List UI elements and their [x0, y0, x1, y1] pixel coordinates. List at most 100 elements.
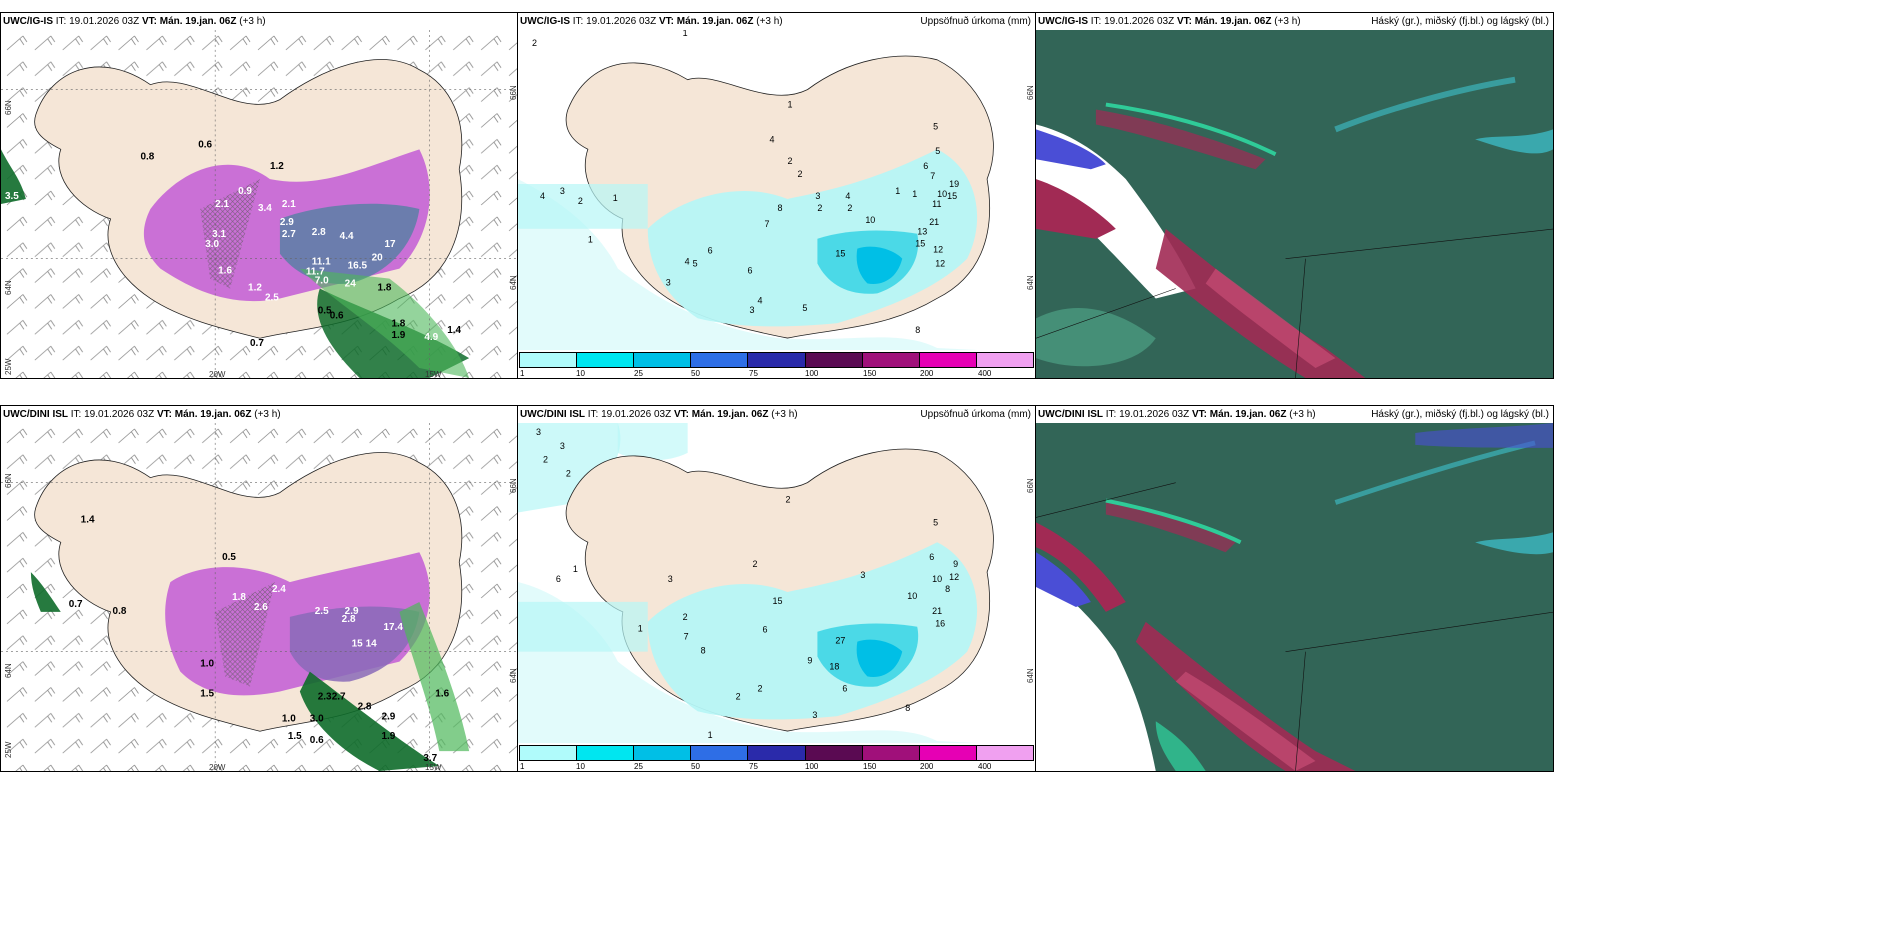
precip-map: 3 3 2 2 1 6 1 2 3 2 8 7 9 6 15 27 18 10 … [518, 423, 1035, 743]
value-label: 3.0 [310, 713, 324, 724]
value-label: 3.0 [205, 239, 219, 250]
lon-label: 20W [209, 763, 226, 772]
value-label: 2.1 [282, 199, 296, 210]
lead-time: (+3 h) [254, 409, 281, 420]
legend-cell [919, 746, 977, 760]
wind-precip-map: 1.4 0.5 1.8 2.6 2.4 2.5 2.9 2.8 1.0 1.5 … [1, 423, 517, 771]
value-label: 2.5 [265, 292, 279, 303]
lead-time: (+3 h) [771, 409, 798, 420]
value-label: 27 [835, 636, 845, 646]
vt-label: VT: [1191, 409, 1207, 420]
value-label: 17.4 [384, 622, 404, 633]
wind-precip-map: 0.6 0.8 1.2 2.1 3.4 2.1 0.9 3.1 3.0 2.9 … [1, 30, 517, 378]
legend-cell [919, 353, 977, 367]
value-label: 3 [750, 305, 755, 315]
value-label: 1 [613, 193, 618, 203]
value-label: 2.1 [215, 199, 229, 210]
value-label: 1.6 [218, 266, 232, 277]
value-label: 9 [953, 559, 958, 569]
vt-label: VT: [1176, 16, 1192, 27]
lat-label: 66N [4, 473, 13, 488]
value-label: 1 [638, 624, 643, 634]
value-label: 5 [933, 121, 938, 131]
map-canvas [1036, 30, 1553, 378]
value-label: 1.4 [81, 514, 95, 525]
legend-tick: 1 [520, 762, 525, 771]
panel-r2c1: UWC/DINI ISL IT: 19.01.2026 03Z VT: Mán.… [0, 405, 518, 772]
it-label: IT: [55, 16, 67, 27]
value-label: 3.4 [258, 203, 272, 214]
panel-header: UWC/IG-IS IT: 19.01.2026 03Z VT: Mán. 19… [520, 16, 783, 27]
value-label: 7 [930, 171, 935, 181]
legend-tick: 200 [920, 369, 934, 378]
value-label: 2.8 [342, 614, 356, 625]
legend-cell [691, 746, 749, 760]
it-value: 19.01.2026 03Z [1104, 16, 1175, 27]
value-label: 1.2 [248, 283, 262, 294]
lead-time: (+3 h) [1274, 16, 1301, 27]
legend-cell [691, 353, 749, 367]
value-label: 2.3 [318, 691, 332, 702]
vt-label: VT: [156, 409, 172, 420]
value-label: 0.7 [250, 338, 264, 349]
value-label: 2 [578, 196, 583, 206]
value-label: 1.4 [447, 325, 461, 336]
legend-cell [634, 353, 692, 367]
legend-cell [748, 353, 806, 367]
legend-cell [577, 746, 635, 760]
lat-label: 66N [4, 100, 13, 115]
lon-label: 25W [4, 358, 13, 375]
it-label: IT: [1105, 409, 1117, 420]
legend-cell [805, 353, 863, 367]
value-label: 0.9 [238, 186, 252, 197]
value-label: 11.1 [312, 257, 331, 268]
value-label: 3 [860, 570, 865, 580]
cloud-map [1036, 423, 1553, 771]
value-label: 1 [895, 186, 900, 196]
value-label: 1.0 [200, 659, 214, 670]
value-label: 0.6 [198, 139, 212, 150]
panel-r1c1: UWC/IG-IS IT: 19.01.2026 03Z VT: Mán. 19… [0, 12, 518, 379]
panel-header: UWC/DINI ISL IT: 19.01.2026 03Z VT: Mán.… [520, 409, 798, 420]
legend-tick: 75 [749, 762, 758, 771]
precip-legend: 1 10 25 50 75 100 150 200 400 [518, 743, 1035, 771]
value-label: 6 [842, 683, 847, 693]
value-label: 0.7 [69, 599, 83, 610]
lead-time: (+3 h) [1289, 409, 1316, 420]
legend-cell [976, 353, 1033, 367]
map-canvas: 1.4 0.5 1.8 2.6 2.4 2.5 2.9 2.8 1.0 1.5 … [1, 423, 517, 771]
vt-label: VT: [658, 16, 674, 27]
model-label: UWC/DINI ISL [3, 409, 68, 420]
value-label: 2.6 [254, 602, 268, 613]
map-canvas: 3 3 2 2 1 6 1 2 3 2 8 7 9 6 15 27 18 10 … [518, 423, 1035, 743]
value-label: 1.6 [435, 688, 449, 699]
lat-label: 66N [1026, 85, 1035, 100]
legend-cell [577, 353, 635, 367]
value-label: 13 [917, 227, 927, 237]
value-label: 2 [785, 495, 790, 505]
panel-header: UWC/DINI ISL IT: 19.01.2026 03Z VT: Mán.… [1038, 409, 1316, 420]
value-label: 1.8 [232, 592, 246, 603]
value-label: 4.4 [340, 231, 354, 242]
value-label: 8 [915, 325, 920, 335]
it-value: 19.01.2026 03Z [69, 16, 140, 27]
lon-label: 15W [425, 370, 442, 379]
value-label: 11.7 [306, 267, 325, 278]
value-label: 16.5 [348, 261, 368, 272]
value-label: 2.8 [312, 227, 326, 238]
map-canvas [1036, 423, 1553, 771]
legend-cell [634, 746, 692, 760]
value-label: 8 [777, 203, 782, 213]
lat-label: 64N [4, 663, 13, 678]
value-label: 2 [532, 38, 537, 48]
value-label: 1 [912, 189, 917, 199]
legend-tick: 200 [920, 762, 934, 771]
legend-colorbar [519, 745, 1034, 761]
model-label: UWC/IG-IS [1038, 16, 1088, 27]
lat-label: 64N [4, 280, 13, 295]
panel-header: UWC/IG-IS IT: 19.01.2026 03Z VT: Mán. 19… [3, 16, 266, 27]
vt-label: VT: [141, 16, 157, 27]
value-label: 2.7 [332, 691, 346, 702]
legend-tick: 400 [978, 762, 992, 771]
precip-legend: 1 10 25 50 75 100 150 200 400 [518, 350, 1035, 378]
